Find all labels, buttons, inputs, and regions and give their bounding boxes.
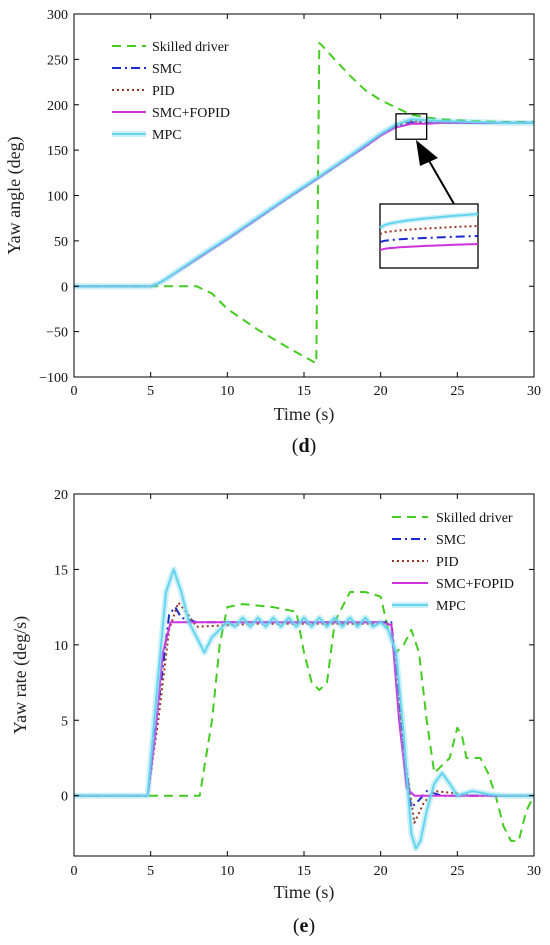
panel-label: (e) bbox=[293, 915, 315, 937]
x-tick-label: 30 bbox=[527, 864, 541, 879]
inset-series-line bbox=[379, 213, 479, 229]
x-tick-label: 5 bbox=[147, 864, 154, 879]
x-tick-label: 0 bbox=[71, 384, 78, 399]
series-line-pid bbox=[74, 601, 534, 824]
y-tick-label: 10 bbox=[54, 639, 68, 654]
legend-entry: PID bbox=[436, 555, 459, 570]
x-axis-label: Time (s) bbox=[274, 882, 335, 903]
x-axis-label: Time (s) bbox=[274, 404, 335, 425]
zoom-arrow-head bbox=[416, 140, 438, 166]
legend-entry: Skilled driver bbox=[436, 511, 513, 526]
inset-series-line bbox=[379, 243, 479, 251]
x-tick-label: 15 bbox=[297, 384, 311, 399]
x-tick-label: 0 bbox=[71, 864, 78, 879]
legend: Skilled driver SMC PID SMC+FOPID MPC bbox=[392, 511, 514, 614]
y-tick-label: 300 bbox=[47, 8, 68, 23]
legend-entry: MPC bbox=[152, 128, 182, 143]
legend-entry: SMC+FOPID bbox=[152, 106, 230, 121]
series-line-mpc bbox=[74, 568, 534, 850]
x-tick-label: 10 bbox=[220, 384, 234, 399]
y-tick-label: −50 bbox=[46, 326, 68, 341]
legend-entry: SMC bbox=[436, 533, 466, 548]
x-tick-label: 5 bbox=[147, 384, 154, 399]
legend-entry: MPC bbox=[436, 599, 466, 614]
legend-entry: PID bbox=[152, 84, 175, 99]
y-tick-label: 0 bbox=[61, 790, 68, 805]
y-tick-label: 20 bbox=[54, 488, 68, 503]
chart-yaw-rate: 0 5 10 15 20 25 30 0 5 10 15 20 Time (s) Yaw rate (de… bbox=[10, 488, 541, 937]
series-group bbox=[74, 566, 534, 852]
y-tick-label: 150 bbox=[47, 144, 68, 159]
series-line-skilled-driver bbox=[74, 42, 534, 365]
x-tick-label: 20 bbox=[374, 864, 388, 879]
legend-entry: Skilled driver bbox=[152, 40, 229, 55]
plot-frame bbox=[73, 13, 535, 378]
x-tick-label: 30 bbox=[527, 384, 541, 399]
x-tick-label: 10 bbox=[220, 864, 234, 879]
y-tick-label: 15 bbox=[54, 563, 68, 578]
x-tick-label: 20 bbox=[374, 384, 388, 399]
series-line-mpc bbox=[74, 118, 534, 288]
chart-yaw-angle: 0 5 10 15 20 25 30 −100 −50 0 50 100 150 200 250 300 Tim… bbox=[4, 8, 541, 457]
series-group bbox=[74, 42, 534, 365]
x-tick-label: 15 bbox=[297, 864, 311, 879]
y-tick-label: 100 bbox=[47, 190, 68, 205]
x-tick-label: 25 bbox=[450, 864, 464, 879]
y-tick-label: 200 bbox=[47, 99, 68, 114]
legend: Skilled driver SMC PID SMC+FOPID MPC bbox=[112, 40, 230, 143]
y-tick-label: 5 bbox=[61, 714, 68, 729]
series-line-skilled-driver bbox=[74, 591, 534, 842]
x-tick-label: 25 bbox=[450, 384, 464, 399]
y-tick-label: −100 bbox=[39, 371, 68, 386]
legend-entry: SMC+FOPID bbox=[436, 577, 514, 592]
series-line-smc bbox=[74, 606, 534, 809]
zoom-box bbox=[395, 113, 428, 140]
y-axis-label: Yaw rate (deg/s) bbox=[10, 616, 31, 734]
legend-entry: SMC bbox=[152, 62, 182, 77]
inset-series-line bbox=[379, 235, 479, 243]
y-tick-label: 0 bbox=[61, 280, 68, 295]
panel-label: (d) bbox=[292, 435, 316, 457]
y-axis-label: Yaw angle (deg) bbox=[4, 136, 25, 254]
y-tick-label: 50 bbox=[54, 235, 68, 250]
series-line-smc-fopid bbox=[74, 621, 534, 797]
plot-frame bbox=[73, 493, 535, 857]
inset-series-line bbox=[379, 225, 479, 235]
y-tick-label: 250 bbox=[47, 53, 68, 68]
